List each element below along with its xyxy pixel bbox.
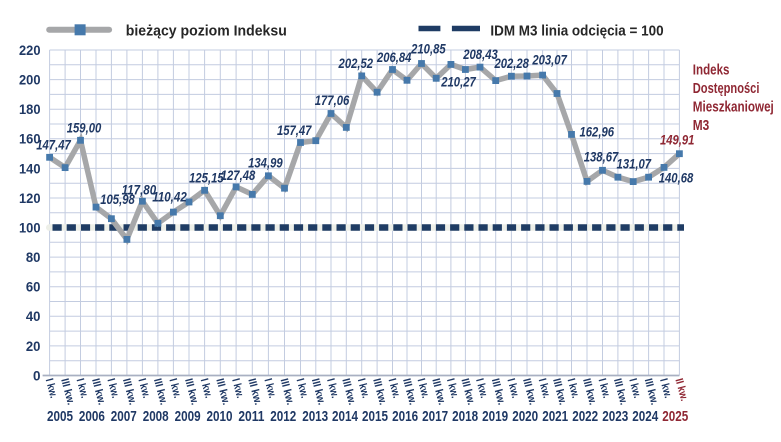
svg-text:Dostępności: Dostępności: [693, 81, 760, 97]
svg-text:M3: M3: [693, 118, 710, 134]
svg-text:2005: 2005: [47, 409, 73, 425]
svg-text:I kw.: I kw.: [355, 377, 372, 399]
svg-text:20: 20: [26, 339, 41, 354]
svg-text:40: 40: [26, 309, 41, 324]
svg-text:I kw.: I kw.: [596, 377, 613, 399]
svg-text:2013: 2013: [302, 409, 328, 425]
svg-text:180: 180: [19, 102, 41, 117]
svg-text:2017: 2017: [422, 409, 448, 425]
svg-text:2010: 2010: [207, 409, 233, 425]
svg-text:0: 0: [33, 368, 41, 383]
svg-text:202,52: 202,52: [338, 56, 374, 71]
svg-text:177,06: 177,06: [315, 93, 350, 108]
svg-text:203,07: 203,07: [532, 53, 569, 68]
svg-text:220: 220: [19, 43, 41, 58]
svg-text:147,47: 147,47: [36, 138, 72, 153]
svg-text:I kw.: I kw.: [74, 377, 91, 399]
svg-text:2006: 2006: [79, 409, 105, 425]
svg-text:125,15: 125,15: [189, 170, 224, 185]
svg-text:I kw.: I kw.: [198, 377, 215, 399]
svg-text:202,28: 202,28: [494, 56, 530, 71]
svg-text:2018: 2018: [452, 409, 478, 425]
svg-text:2016: 2016: [392, 409, 418, 425]
svg-text:159,00: 159,00: [67, 120, 102, 135]
svg-text:80: 80: [26, 250, 41, 265]
svg-text:Mieszkaniowej: Mieszkaniowej: [693, 100, 774, 116]
svg-text:2009: 2009: [175, 409, 201, 425]
svg-text:I kw.: I kw.: [565, 377, 582, 399]
svg-text:210,85: 210,85: [410, 42, 446, 57]
svg-text:208,43: 208,43: [462, 47, 498, 62]
svg-text:127,48: 127,48: [221, 168, 256, 183]
svg-text:2008: 2008: [143, 409, 169, 425]
svg-text:I kw.: I kw.: [415, 377, 432, 399]
svg-text:I kw.: I kw.: [657, 377, 674, 399]
svg-text:134,99: 134,99: [248, 155, 283, 170]
svg-text:2014: 2014: [332, 409, 358, 425]
svg-text:I kw.: I kw.: [262, 377, 279, 399]
svg-text:I kw.: I kw.: [473, 377, 490, 399]
svg-text:2023: 2023: [602, 409, 628, 425]
svg-text:2024: 2024: [632, 409, 658, 425]
svg-text:149,91: 149,91: [660, 133, 695, 148]
svg-text:2025: 2025: [662, 409, 688, 425]
svg-text:160: 160: [19, 132, 41, 147]
svg-text:I kw.: I kw.: [229, 377, 246, 399]
svg-text:I kw.: I kw.: [43, 377, 60, 399]
svg-text:2007: 2007: [111, 409, 137, 425]
svg-text:Indeks: Indeks: [693, 63, 730, 79]
svg-text:117,80: 117,80: [122, 182, 157, 197]
svg-text:I kw.: I kw.: [105, 377, 122, 399]
svg-text:2020: 2020: [512, 409, 538, 425]
svg-text:I kw.: I kw.: [505, 377, 522, 399]
svg-text:2011: 2011: [238, 409, 264, 425]
svg-text:I kw.: I kw.: [294, 377, 311, 399]
svg-text:210,27: 210,27: [440, 75, 477, 90]
svg-text:131,07: 131,07: [617, 157, 653, 172]
svg-text:60: 60: [26, 280, 41, 295]
svg-text:2015: 2015: [362, 409, 388, 425]
svg-text:105,98: 105,98: [100, 192, 135, 207]
svg-text:100: 100: [19, 220, 41, 235]
svg-text:2012: 2012: [270, 409, 296, 425]
svg-text:157,47: 157,47: [277, 123, 313, 138]
svg-text:2019: 2019: [482, 409, 508, 425]
svg-text:140,68: 140,68: [659, 171, 694, 186]
svg-text:200: 200: [19, 73, 41, 88]
svg-text:II kw.: II kw.: [673, 377, 691, 402]
svg-text:162,96: 162,96: [580, 124, 615, 139]
svg-text:I kw.: I kw.: [536, 377, 553, 399]
svg-text:120: 120: [19, 191, 41, 206]
svg-text:206,84: 206,84: [376, 50, 412, 65]
svg-text:138,67: 138,67: [584, 150, 620, 165]
svg-text:I kw.: I kw.: [626, 377, 643, 399]
svg-text:I kw.: I kw.: [386, 377, 403, 399]
svg-text:I kw.: I kw.: [167, 377, 184, 399]
svg-text:I kw.: I kw.: [136, 377, 153, 399]
svg-text:110,42: 110,42: [152, 190, 187, 205]
svg-text:140: 140: [19, 161, 41, 176]
svg-text:IDM M3 linia odcięcia = 100: IDM M3 linia odcięcia = 100: [490, 23, 663, 39]
svg-text:2022: 2022: [572, 409, 598, 425]
svg-text:I kw.: I kw.: [444, 377, 461, 399]
svg-text:bieżący poziom Indeksu: bieżący poziom Indeksu: [126, 23, 287, 39]
svg-text:2021: 2021: [542, 409, 568, 425]
svg-text:I kw.: I kw.: [324, 377, 341, 399]
